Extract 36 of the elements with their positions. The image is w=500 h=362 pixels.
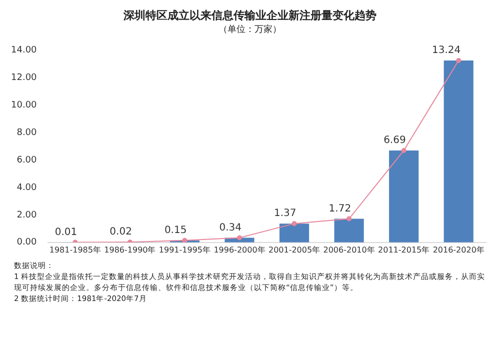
point (346, 216, 352, 222)
x-tick-label: 2006-2010年 (323, 245, 375, 254)
x-tick-label: 2016-2020年 (432, 245, 484, 254)
y-tick-label: 14.00 (11, 45, 38, 56)
x-tick-label: 1991-1995年 (158, 245, 211, 254)
point (456, 58, 462, 63)
x-tick-label: 1981-1985年 (49, 245, 101, 254)
data-label: 0.02 (110, 226, 132, 238)
y-tick-label: 6.00 (16, 155, 38, 166)
point (401, 148, 406, 153)
x-tick-label: 1986-1990年 (104, 245, 156, 254)
point (182, 238, 188, 242)
data-label: 0.01 (54, 226, 78, 238)
bar (334, 218, 364, 242)
data-label: 1.37 (274, 208, 296, 220)
x-tick-label: 2001-2005年 (268, 245, 320, 254)
y-tick-label: 10.00 (11, 100, 38, 110)
data-label: 0.34 (219, 222, 242, 234)
x-tick-label: 1996-2000年 (214, 245, 266, 254)
chart-subtitle: （单位：万家） (218, 24, 282, 36)
bar (444, 60, 474, 242)
chart-title: 深圳特区成立以来信息传输业企业新注册量变化趋势 (122, 8, 378, 23)
y-tick-label: 0.00 (16, 238, 38, 248)
y-tick-label: 8.00 (16, 128, 38, 138)
data-label: 13.24 (432, 45, 461, 56)
point (292, 221, 297, 226)
data-label: 6.69 (384, 135, 406, 146)
bar (279, 224, 310, 242)
data-label: 1.72 (328, 203, 352, 214)
y-tick-label: 4.00 (16, 182, 38, 193)
data-label: 0.15 (164, 224, 187, 236)
point (236, 235, 242, 240)
y-tick-label: 12.00 (11, 72, 38, 83)
bar (389, 150, 419, 242)
x-tick-label: 2011-2015年 (378, 245, 430, 254)
y-tick-label: 2.00 (16, 210, 38, 220)
